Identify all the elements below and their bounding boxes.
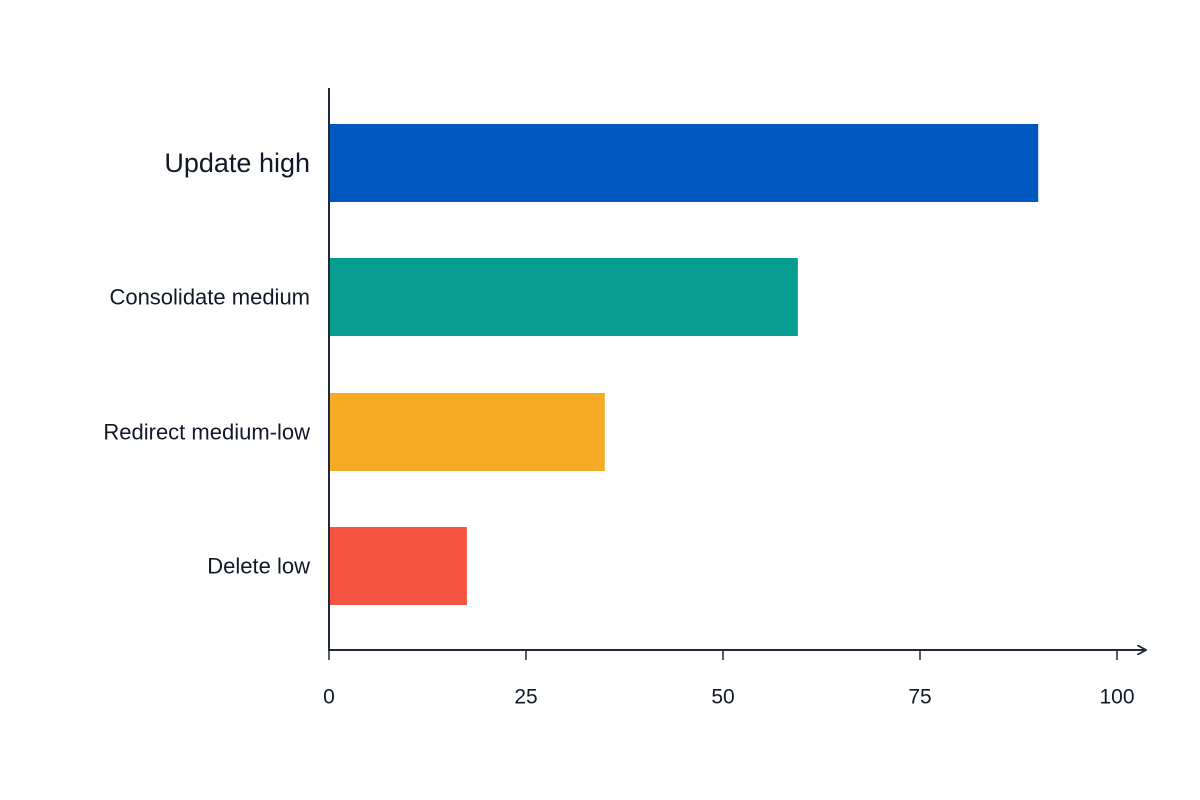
x-tick-label-25: 25 — [514, 686, 537, 709]
bar-redirect-medium-low — [329, 393, 605, 471]
bar-consolidate-medium — [329, 258, 798, 336]
category-labels: Update high Consolidate medium Redirect me… — [103, 148, 310, 579]
x-tick-label-50: 50 — [711, 686, 734, 709]
category-label-update-high: Update high — [164, 148, 310, 178]
bar-delete-low — [329, 527, 467, 605]
x-tick-label-100: 100 — [1099, 686, 1134, 709]
x-tick-label-0: 0 — [323, 686, 335, 709]
category-label-consolidate-medium: Consolidate medium — [109, 285, 310, 310]
category-label-delete-low: Delete low — [207, 554, 310, 579]
bar-update-high — [329, 124, 1039, 202]
category-label-redirect-medium-low: Redirect medium-low — [103, 420, 310, 445]
bars-layer — [329, 124, 1039, 605]
x-axis-ticks: 0 25 50 75 100 — [323, 650, 1135, 709]
x-tick-label-75: 75 — [908, 686, 931, 709]
